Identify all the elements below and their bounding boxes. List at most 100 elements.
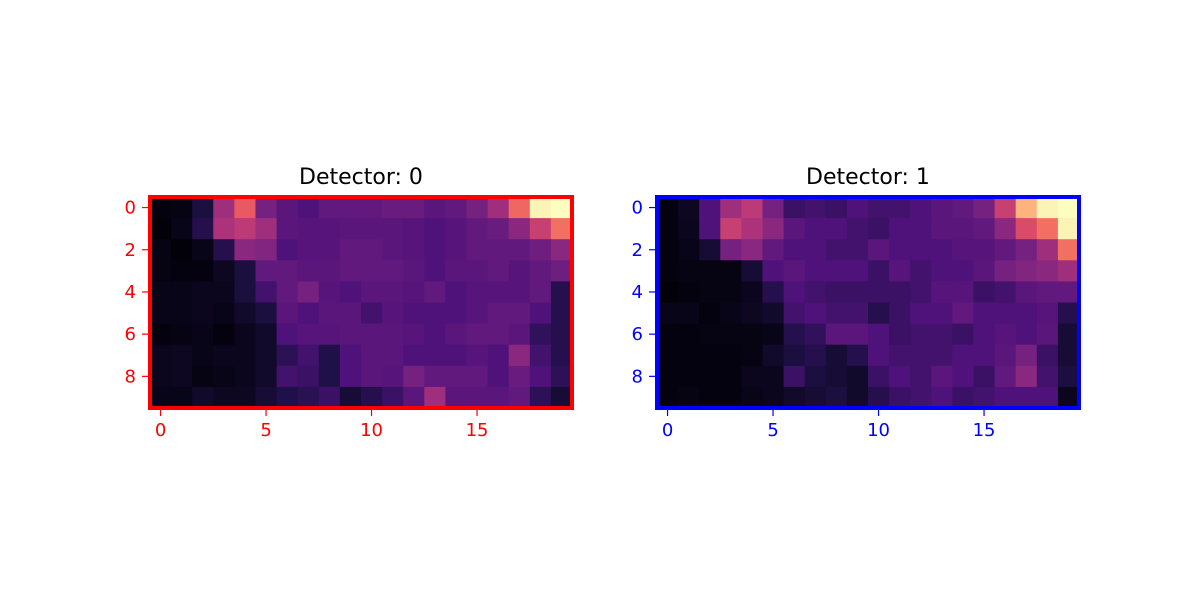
heatmap-cell — [889, 323, 911, 346]
heatmap-cell — [846, 344, 869, 367]
heatmap-cell — [192, 323, 214, 346]
heatmap-cell — [868, 218, 890, 240]
heatmap-cell — [1057, 302, 1080, 325]
heatmap-cell — [762, 344, 785, 367]
heatmap-cell — [424, 281, 446, 304]
heatmap-cell — [150, 386, 172, 409]
heatmap-cell — [150, 365, 172, 388]
heatmap-cell — [889, 197, 911, 219]
heatmap-cell — [846, 260, 869, 282]
heatmap-cell — [297, 323, 320, 346]
heatmap-cell — [804, 323, 827, 346]
heatmap-cell — [889, 218, 911, 240]
heatmap-cell — [361, 344, 383, 367]
heatmap-cell — [910, 239, 932, 261]
heatmap-cell — [508, 323, 531, 346]
heatmap-cell — [382, 344, 404, 367]
heatmap-cell — [657, 218, 679, 240]
heatmap-cell — [213, 344, 235, 367]
heatmap-cell — [234, 386, 257, 409]
heatmap-cell — [150, 344, 172, 367]
heatmap-cell — [1015, 239, 1038, 261]
x-tick-label: 10 — [867, 420, 890, 441]
heatmap-cell — [424, 197, 446, 219]
heatmap-cell — [508, 386, 531, 409]
heatmap-cell — [994, 323, 1017, 346]
heatmap-cell — [741, 197, 764, 219]
heatmap-cell — [361, 260, 383, 282]
heatmap-cell — [910, 302, 932, 325]
heatmap-cell — [804, 281, 827, 304]
y-tick-label: 2 — [125, 240, 136, 261]
heatmap-cell — [846, 365, 869, 388]
heatmap-cell — [382, 218, 404, 240]
detector-0-x-ticks: 0 5 10 15 — [155, 410, 489, 441]
heatmap-cell — [973, 365, 996, 388]
heatmap-cell — [255, 344, 278, 367]
heatmap-cell — [889, 386, 911, 409]
heatmap-cell — [171, 344, 193, 367]
heatmap-cell — [382, 323, 404, 346]
x-tick-label: 5 — [260, 420, 271, 441]
heatmap-cell — [868, 323, 890, 346]
heatmap-cell — [699, 218, 721, 240]
heatmap-cell — [234, 260, 257, 282]
heatmap-cell — [382, 281, 404, 304]
heatmap-cell — [529, 260, 552, 282]
y-tick-label: 4 — [125, 282, 136, 303]
heatmap-cell — [318, 386, 341, 409]
heatmap-cell — [678, 302, 700, 325]
heatmap-cell — [234, 218, 257, 240]
heatmap-cell — [171, 302, 193, 325]
heatmap-cell — [678, 386, 700, 409]
heatmap-cell — [318, 302, 341, 325]
heatmap-cell — [973, 344, 996, 367]
heatmap-cell — [783, 281, 806, 304]
heatmap-cell — [487, 323, 510, 346]
heatmap-cell — [150, 260, 172, 282]
heatmap-cell — [276, 386, 299, 409]
heatmap-cell — [657, 365, 679, 388]
heatmap-cell — [973, 239, 996, 261]
heatmap-cell — [361, 218, 383, 240]
heatmap-cell — [994, 281, 1017, 304]
detector-1-heatmap-cells — [657, 197, 1080, 409]
heatmap-cell — [361, 197, 383, 219]
heatmap-cell — [783, 323, 806, 346]
heatmap-cell — [339, 197, 362, 219]
heatmap-cell — [1057, 239, 1080, 261]
heatmap-cell — [762, 365, 785, 388]
heatmap-cell — [741, 302, 764, 325]
heatmap-cell — [699, 344, 721, 367]
heatmap-cell — [1015, 302, 1038, 325]
heatmap-cell — [192, 386, 214, 409]
heatmap-cell — [720, 386, 742, 409]
heatmap-cell — [171, 260, 193, 282]
heatmap-cell — [234, 344, 257, 367]
heatmap-cell — [994, 344, 1017, 367]
heatmap-cell — [550, 239, 573, 261]
heatmap-cell — [846, 239, 869, 261]
heatmap-cell — [1057, 260, 1080, 282]
heatmap-cell — [508, 260, 531, 282]
heatmap-cell — [720, 344, 742, 367]
heatmap-cell — [804, 302, 827, 325]
heatmap-cell — [255, 386, 278, 409]
x-tick-label: 0 — [662, 420, 673, 441]
heatmap-cell — [678, 218, 700, 240]
heatmap-cell — [741, 281, 764, 304]
y-tick-label: 6 — [632, 324, 643, 345]
heatmap-cell — [783, 260, 806, 282]
y-tick-label: 4 — [632, 282, 643, 303]
heatmap-cell — [234, 323, 257, 346]
heatmap-cell — [783, 386, 806, 409]
heatmap-cell — [339, 260, 362, 282]
x-tick-label: 10 — [360, 420, 383, 441]
heatmap-cell — [804, 260, 827, 282]
heatmap-cell — [846, 218, 869, 240]
heatmap-cell — [339, 239, 362, 261]
heatmap-cell — [213, 386, 235, 409]
heatmap-cell — [889, 281, 911, 304]
heatmap-cell — [762, 281, 785, 304]
heatmap-cell — [868, 239, 890, 261]
